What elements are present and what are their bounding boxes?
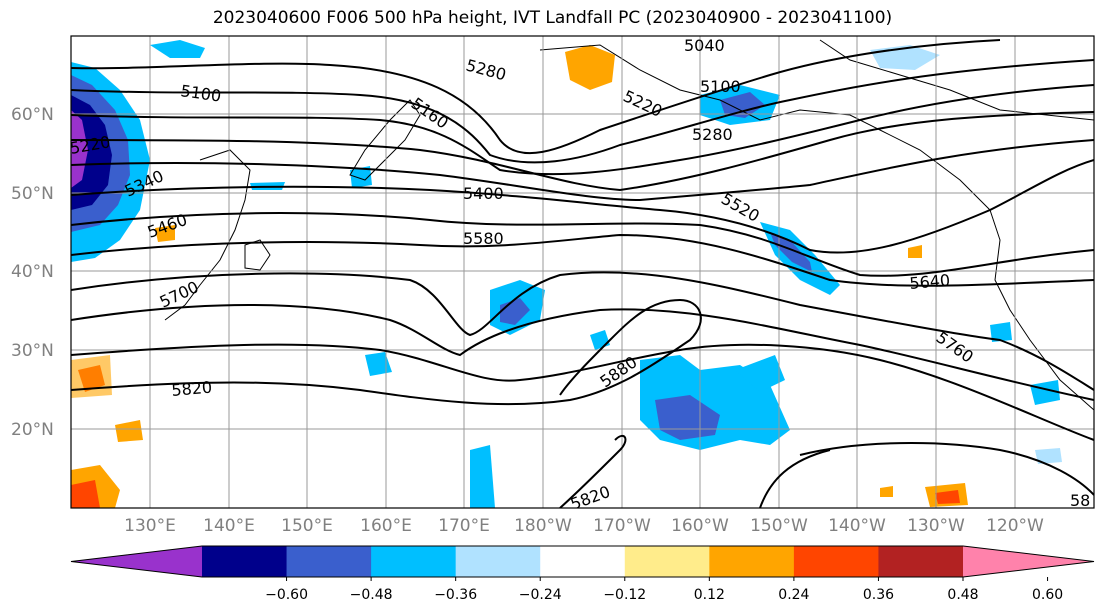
colorbar: −0.60 −0.48 −0.36 −0.24 −0.12 0.12 0.24 0.36 0.4… xyxy=(70,545,1095,601)
lon-label: 140°W xyxy=(828,516,886,536)
contour-label: 5580 xyxy=(463,229,504,248)
colorbar-segment xyxy=(71,546,202,577)
colorbar-outline xyxy=(70,545,1095,578)
colorbar-segment xyxy=(455,546,541,577)
lon-label: 180°W xyxy=(514,516,572,536)
contour-label: 5040 xyxy=(684,36,725,55)
lon-label: 120°W xyxy=(986,516,1044,536)
map-frame xyxy=(70,35,1095,509)
lat-label: 20°N xyxy=(11,420,54,440)
lon-label: 150°W xyxy=(750,516,808,536)
colorbar-tick-label: −0.12 xyxy=(603,587,646,601)
map-title: 2023040600 F006 500 hPa height, IVT Land… xyxy=(212,8,893,28)
lon-labels: 130°E 140°E 150°E 160°E 170°E 180°W 170°… xyxy=(124,516,1044,536)
lon-label: 130°E xyxy=(124,516,176,536)
graticule xyxy=(71,36,1094,508)
colorbar-tick-label: −0.60 xyxy=(265,587,308,601)
contour-label: 58 xyxy=(1070,491,1090,510)
lat-labels: 60°N 50°N 40°N 30°N 20°N xyxy=(11,105,54,440)
lon-label: 160°W xyxy=(671,516,729,536)
colorbar-tick-label: 0.60 xyxy=(1032,587,1063,601)
colorbar-tick-label: 0.48 xyxy=(947,587,978,601)
lon-label: 170°W xyxy=(593,516,651,536)
lon-label: 150°E xyxy=(281,516,333,536)
contour-label: 5100 xyxy=(700,77,741,96)
lon-label: 140°E xyxy=(203,516,255,536)
contour-label: 5280 xyxy=(692,125,733,144)
colorbar-segment xyxy=(286,546,372,577)
colorbar-segment xyxy=(793,546,879,577)
colorbar-tick-label: −0.36 xyxy=(434,587,477,601)
contour-label: 5400 xyxy=(463,184,504,203)
colorbar-segment xyxy=(878,546,964,577)
lon-label: 170°E xyxy=(438,516,490,536)
height-contours xyxy=(71,39,1094,508)
colorbar-segment xyxy=(371,546,457,577)
colorbar-segment xyxy=(963,546,1094,577)
lat-label: 50°N xyxy=(11,184,54,204)
lat-label: 30°N xyxy=(11,341,54,361)
colorbar-tick-label: −0.24 xyxy=(519,587,562,601)
colorbar-tick-label: 0.24 xyxy=(778,587,809,601)
colorbar-segment xyxy=(709,546,795,577)
lat-label: 40°N xyxy=(11,262,54,282)
lon-label: 130°W xyxy=(907,516,965,536)
colorbar-tick-label: 0.12 xyxy=(694,587,725,601)
colorbar-segment xyxy=(624,546,710,577)
lat-label: 60°N xyxy=(11,105,54,125)
contour-label: 5820 xyxy=(171,378,213,400)
lon-label: 160°E xyxy=(360,516,412,536)
colorbar-tick-label: 0.36 xyxy=(863,587,894,601)
ivt-shading xyxy=(71,40,1062,508)
colorbar-segment xyxy=(202,546,288,577)
colorbar-tick-label: −0.48 xyxy=(350,587,393,601)
contour-label: 5640 xyxy=(909,271,951,293)
colorbar-segment xyxy=(540,546,626,577)
